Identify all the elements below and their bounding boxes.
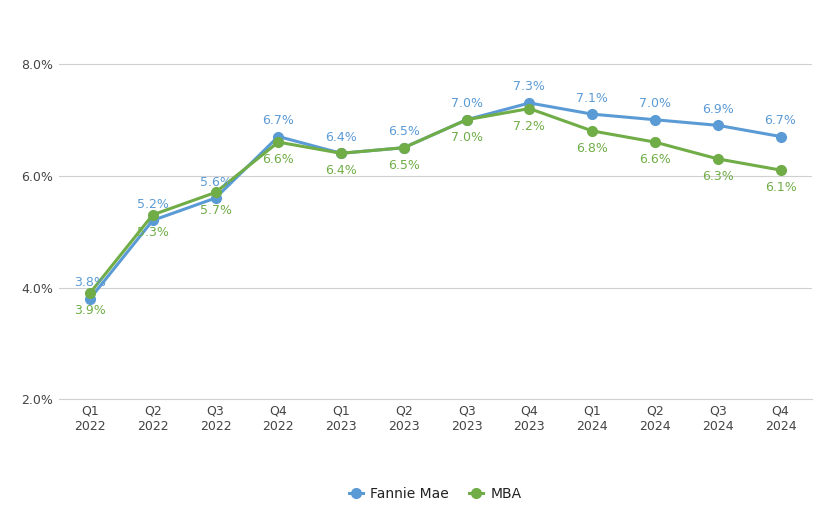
Line: MBA: MBA bbox=[85, 104, 784, 298]
MBA bbox=[399, 144, 409, 151]
MBA bbox=[586, 128, 596, 134]
MBA bbox=[711, 156, 721, 162]
Fannie Mae bbox=[586, 111, 596, 117]
Text: 6.1%: 6.1% bbox=[764, 181, 795, 194]
Text: 6.7%: 6.7% bbox=[262, 114, 294, 127]
Fannie Mae bbox=[335, 150, 346, 156]
Text: 6.7%: 6.7% bbox=[763, 114, 796, 127]
Text: 7.0%: 7.0% bbox=[638, 97, 670, 110]
Text: 3.9%: 3.9% bbox=[74, 304, 105, 317]
Text: 6.4%: 6.4% bbox=[325, 164, 356, 178]
Fannie Mae bbox=[461, 117, 472, 123]
MBA bbox=[85, 290, 95, 296]
Line: Fannie Mae: Fannie Mae bbox=[85, 98, 784, 304]
Text: 7.0%: 7.0% bbox=[450, 97, 482, 110]
Fannie Mae bbox=[147, 217, 157, 223]
Text: 5.2%: 5.2% bbox=[136, 198, 169, 211]
MBA bbox=[147, 212, 157, 218]
Text: 6.5%: 6.5% bbox=[387, 125, 420, 138]
Text: 6.4%: 6.4% bbox=[325, 131, 356, 144]
Text: 7.2%: 7.2% bbox=[512, 120, 545, 133]
Fannie Mae bbox=[85, 295, 95, 302]
Text: 7.1%: 7.1% bbox=[575, 92, 608, 104]
MBA bbox=[335, 150, 346, 156]
Text: 7.3%: 7.3% bbox=[512, 80, 545, 94]
Fannie Mae bbox=[211, 195, 221, 201]
Text: 6.8%: 6.8% bbox=[575, 142, 608, 155]
MBA bbox=[461, 117, 472, 123]
Text: 6.6%: 6.6% bbox=[639, 153, 670, 166]
Text: 6.9%: 6.9% bbox=[701, 103, 732, 116]
MBA bbox=[774, 167, 784, 173]
Fannie Mae bbox=[273, 134, 283, 140]
Text: 6.6%: 6.6% bbox=[263, 153, 293, 166]
Text: 3.8%: 3.8% bbox=[74, 276, 106, 289]
Text: 7.0%: 7.0% bbox=[450, 131, 482, 144]
MBA bbox=[523, 105, 533, 112]
Fannie Mae bbox=[399, 144, 409, 151]
MBA bbox=[273, 139, 283, 145]
Fannie Mae bbox=[523, 100, 533, 106]
Legend: Fannie Mae, MBA: Fannie Mae, MBA bbox=[349, 487, 521, 501]
MBA bbox=[211, 189, 221, 196]
Fannie Mae bbox=[649, 117, 659, 123]
Text: 5.7%: 5.7% bbox=[199, 204, 232, 217]
Fannie Mae bbox=[711, 122, 721, 129]
Text: 5.6%: 5.6% bbox=[199, 176, 232, 188]
Text: 6.5%: 6.5% bbox=[387, 159, 420, 172]
Text: 5.3%: 5.3% bbox=[136, 226, 169, 239]
Text: 6.3%: 6.3% bbox=[701, 170, 732, 183]
Fannie Mae bbox=[774, 134, 784, 140]
MBA bbox=[649, 139, 659, 145]
